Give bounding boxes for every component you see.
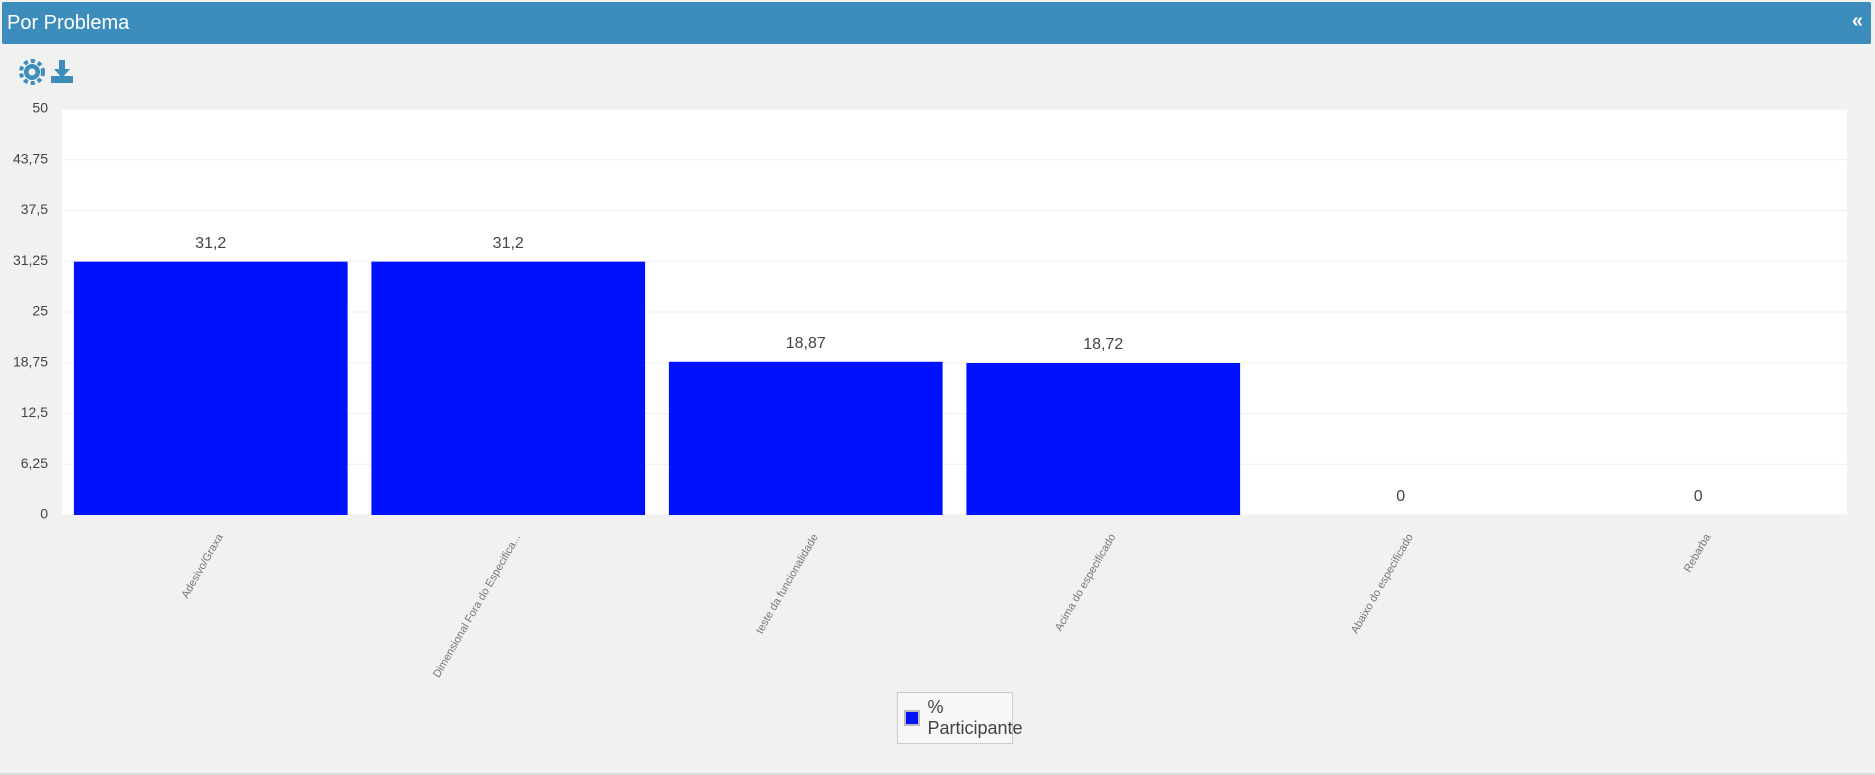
- x-tick-label: teste da funcionalidade: [754, 532, 821, 636]
- value-label: 18,87: [786, 335, 826, 352]
- x-tick-label: Dimensional Fora do Especifica...: [431, 532, 523, 680]
- value-label: 31,2: [493, 235, 524, 252]
- legend: % Participante: [896, 692, 1023, 744]
- y-tick-label: 6,25: [21, 455, 48, 471]
- value-label: 18,72: [1083, 336, 1123, 353]
- y-tick-label: 43,75: [13, 150, 48, 166]
- y-tick-label: 31,25: [13, 252, 48, 268]
- legend-swatch: [903, 710, 920, 726]
- y-tick-label: 37,5: [21, 201, 48, 217]
- y-tick-label: 25: [32, 303, 48, 319]
- bar: [73, 261, 348, 515]
- y-tick-label: 50: [32, 100, 48, 116]
- value-label: 0: [1694, 488, 1703, 505]
- y-tick-label: 12,5: [21, 404, 48, 420]
- download-icon[interactable]: [51, 60, 73, 83]
- legend-label: % Participante: [927, 697, 1023, 738]
- bar: [668, 361, 943, 515]
- collapse-button[interactable]: «: [1851, 10, 1863, 32]
- y-tick-label: 18,75: [13, 353, 48, 369]
- value-label: 31,2: [195, 235, 226, 252]
- x-tick-label: Rebarba: [1682, 531, 1714, 574]
- bar: [966, 362, 1241, 515]
- x-tick-label: Abaixo do especificado: [1349, 532, 1416, 636]
- bar: [371, 261, 646, 515]
- y-tick-label: 0: [40, 506, 48, 522]
- settings-icon[interactable]: [19, 59, 45, 85]
- panel-header: Por Problema «: [2, 2, 1871, 44]
- value-label: 0: [1396, 488, 1405, 505]
- x-tick-label: Acima do especificado: [1053, 532, 1118, 633]
- panel-title: Por Problema: [7, 12, 130, 34]
- x-tick-label: Adesivo/Graxa: [179, 531, 226, 600]
